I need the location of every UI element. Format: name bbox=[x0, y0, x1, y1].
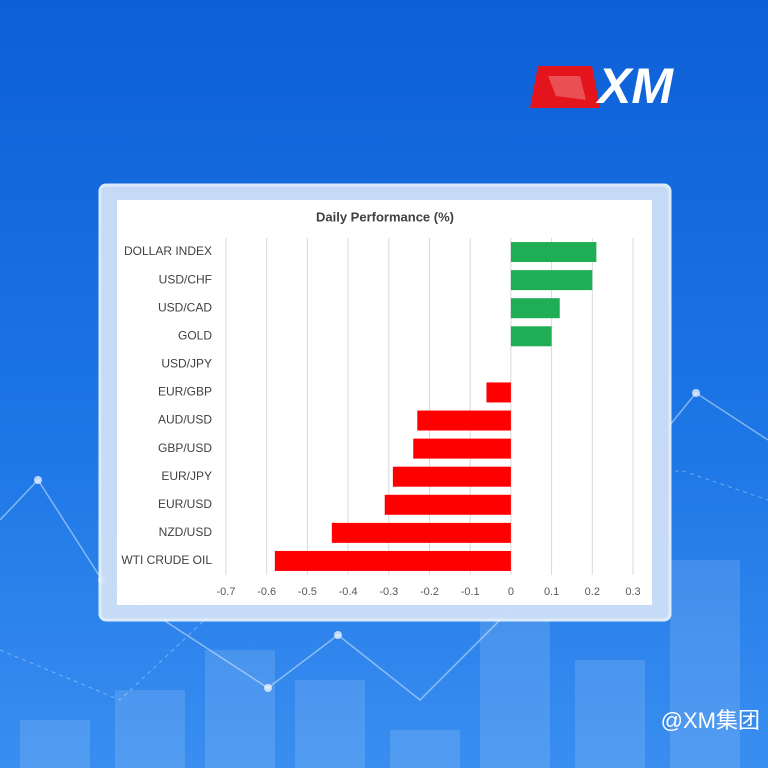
y-tick-label: USD/CHF bbox=[159, 272, 212, 286]
x-tick-label: -0.1 bbox=[461, 586, 480, 598]
x-tick-label: 0 bbox=[508, 586, 514, 598]
y-tick-label: USD/JPY bbox=[161, 357, 212, 371]
y-tick-label: EUR/GBP bbox=[158, 385, 212, 399]
bar bbox=[417, 410, 511, 431]
x-tick-label: -0.5 bbox=[298, 586, 317, 598]
x-tick-label: 0.3 bbox=[625, 586, 640, 598]
x-tick-label: -0.6 bbox=[257, 586, 276, 598]
logo-mark bbox=[530, 66, 600, 108]
y-tick-label: USD/CAD bbox=[158, 300, 212, 314]
bar bbox=[413, 438, 511, 459]
bar bbox=[510, 242, 597, 263]
bar bbox=[274, 550, 511, 571]
bar bbox=[510, 270, 593, 291]
bar bbox=[392, 466, 511, 487]
y-tick-label: AUD/USD bbox=[158, 413, 212, 427]
y-tick-label: NZD/USD bbox=[159, 525, 213, 539]
bar bbox=[486, 382, 511, 403]
y-tick-label: EUR/JPY bbox=[161, 469, 212, 483]
logo: XM bbox=[530, 58, 674, 114]
x-tick-label: -0.7 bbox=[217, 586, 236, 598]
bar bbox=[331, 522, 511, 543]
x-tick-label: 0.1 bbox=[544, 586, 559, 598]
chart-title: Daily Performance (%) bbox=[316, 209, 454, 224]
y-tick-label: WTI CRUDE OIL bbox=[121, 553, 212, 567]
plot: -0.7 -0.6 -0.5 -0.4 -0.3 -0.2 -0.1 0 0.1 0.2 0.3 DO… bbox=[121, 238, 641, 598]
bar bbox=[510, 326, 552, 347]
background-dashed-line bbox=[0, 469, 768, 701]
logo-mark-detail bbox=[548, 76, 586, 100]
y-tick-label: GOLD bbox=[178, 328, 212, 342]
y-tick-label: EUR/USD bbox=[158, 497, 212, 511]
x-tick-label: -0.2 bbox=[420, 586, 439, 598]
y-tick-label: GBP/USD bbox=[158, 441, 212, 455]
x-tick-label: 0.2 bbox=[585, 586, 600, 598]
y-tick-label: DOLLAR INDEX bbox=[124, 244, 212, 258]
x-tick-label: -0.4 bbox=[339, 586, 358, 598]
brand: XM bbox=[595, 58, 674, 114]
background-bars bbox=[20, 560, 740, 768]
watermark: @XM集团 bbox=[661, 708, 760, 733]
x-tick-label: -0.3 bbox=[379, 586, 398, 598]
bar bbox=[384, 494, 511, 515]
bar bbox=[510, 298, 560, 319]
